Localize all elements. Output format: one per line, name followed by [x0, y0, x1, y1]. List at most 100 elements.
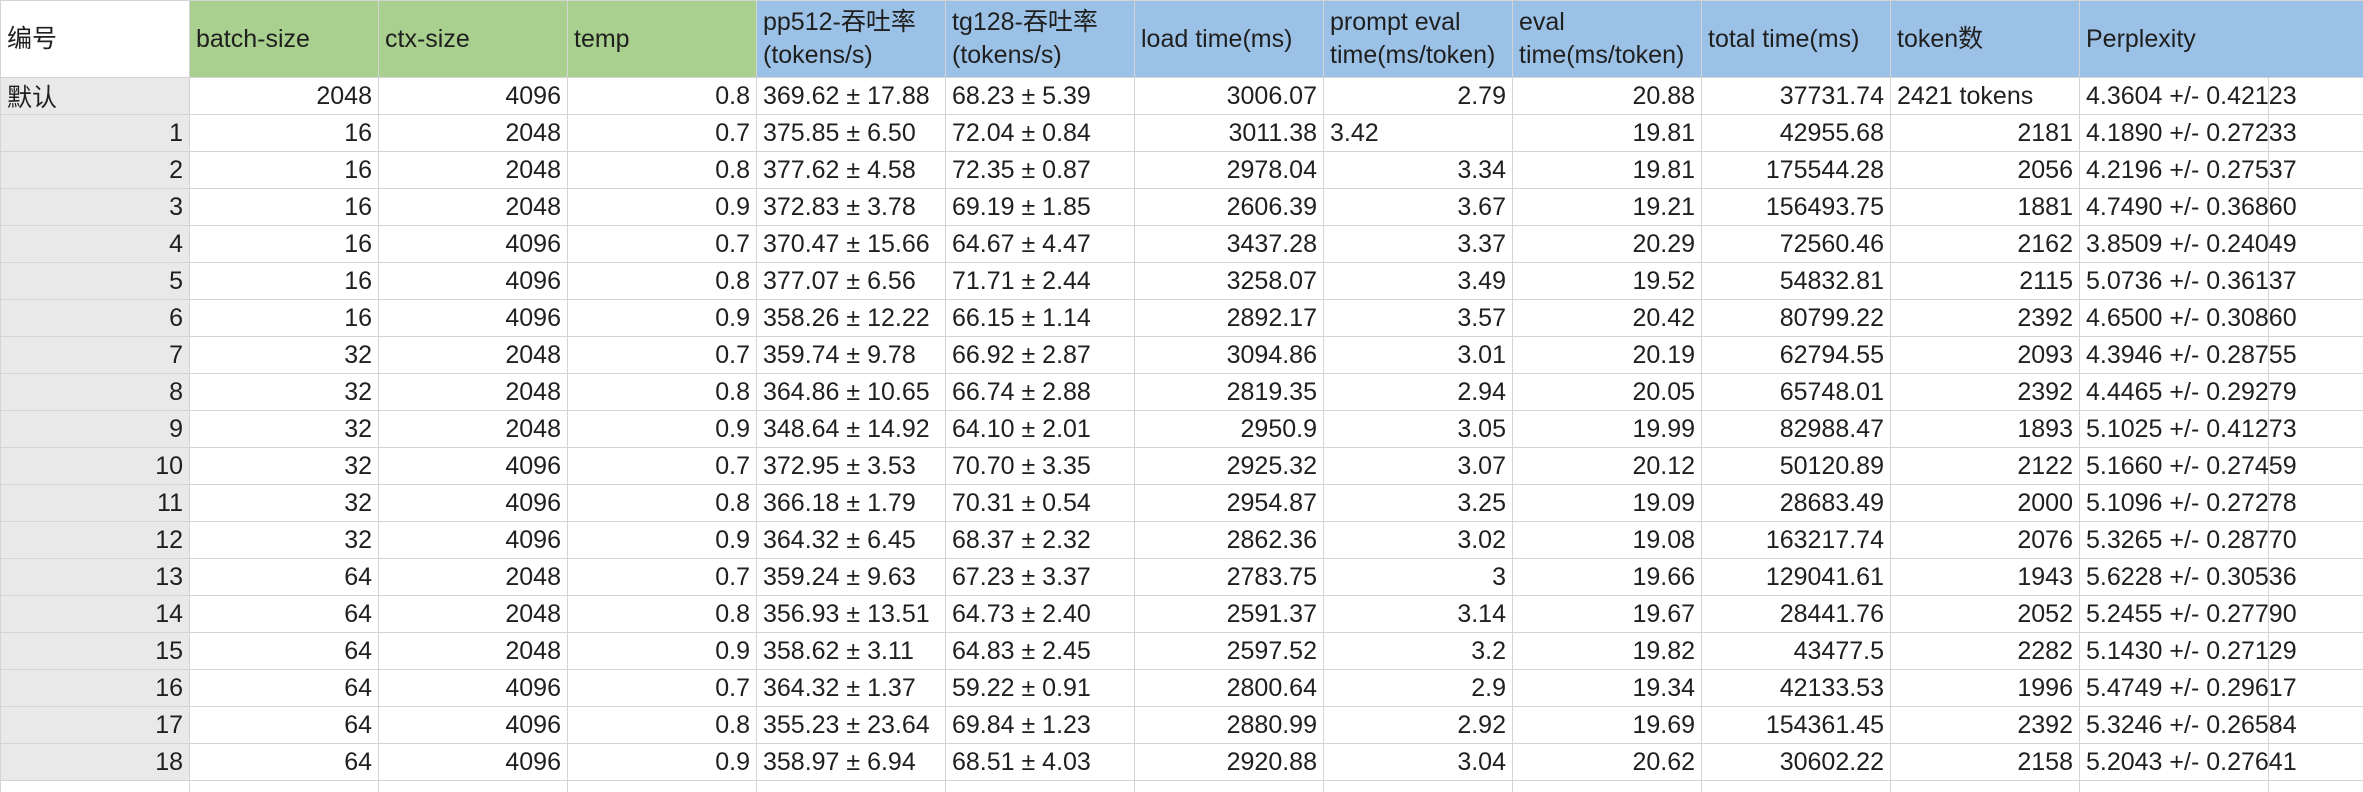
cell-tg128[interactable]: 66.92 ± 2.87 — [945, 336, 1135, 374]
cell-temp[interactable]: 0.8 — [567, 706, 757, 744]
cell-load-time[interactable]: 2800.64 — [1134, 669, 1324, 707]
cell-eval[interactable]: 19.09 — [1512, 484, 1702, 522]
cell-temp[interactable]: 0.8 — [567, 77, 757, 115]
cell-load-time[interactable]: 2591.37 — [1134, 595, 1324, 633]
cell-token-count[interactable]: 2282 — [1890, 632, 2080, 670]
cell-prompt-eval[interactable]: 2.92 — [1323, 706, 1513, 744]
cell-total-time[interactable]: 82988.47 — [1701, 410, 1891, 448]
cell-perplexity[interactable]: 4.1890 +/- 0.27233 — [2079, 114, 2363, 152]
cell-perplexity[interactable]: 5.2043 +/- 0.27641 — [2079, 743, 2363, 781]
cell-perplexity[interactable]: 4.7490 +/- 0.36860 — [2079, 188, 2363, 226]
cell-ctx-size[interactable]: 2048 — [378, 188, 568, 226]
cell-token-count[interactable]: 2392 — [1890, 706, 2080, 744]
cell-token-count[interactable]: 2392 — [1890, 373, 2080, 411]
cell-ctx-size[interactable]: 4096 — [378, 484, 568, 522]
cell-batch-size[interactable]: 64 — [189, 558, 379, 596]
cell-id[interactable]: 9 — [0, 410, 190, 448]
cell-pp512[interactable]: 370.47 ± 15.66 — [756, 225, 946, 263]
cell-pp512[interactable]: 359.24 ± 9.63 — [756, 558, 946, 596]
cell-load-time[interactable]: 2880.99 — [1134, 706, 1324, 744]
cell-ctx-size[interactable]: 4096 — [378, 225, 568, 263]
cell-load-time[interactable]: 2862.36 — [1134, 521, 1324, 559]
cell-prompt-eval[interactable]: 3.34 — [1323, 151, 1513, 189]
cell-prompt-eval[interactable]: 3.49 — [1323, 262, 1513, 300]
cell-eval[interactable]: 19.67 — [1512, 595, 1702, 633]
cell-tg128[interactable]: 72.04 ± 0.84 — [945, 114, 1135, 152]
cell-ctx-size[interactable]: 2048 — [378, 595, 568, 633]
cell-temp[interactable]: 0.7 — [567, 447, 757, 485]
cell-ctx-size[interactable]: 2048 — [378, 151, 568, 189]
cell-load-time[interactable]: 3094.86 — [1134, 336, 1324, 374]
cell-perplexity[interactable]: 5.1096 +/- 0.27278 — [2079, 484, 2363, 522]
cell-total-time[interactable]: 37731.74 — [1701, 77, 1891, 115]
cell-ctx-size[interactable]: 2048 — [378, 632, 568, 670]
cell-pp512[interactable]: 356.93 ± 13.51 — [756, 595, 946, 633]
cell-id[interactable]: 13 — [0, 558, 190, 596]
header-cell-eval[interactable]: eval time(ms/token) — [1512, 0, 1702, 78]
cell-total-time[interactable]: 72560.46 — [1701, 225, 1891, 263]
cell-token-count[interactable]: 1893 — [1890, 410, 2080, 448]
cell-perplexity[interactable]: 3.8509 +/- 0.24049 — [2079, 225, 2363, 263]
cell-perplexity[interactable]: 5.4749 +/- 0.29617 — [2079, 669, 2363, 707]
cell-load-time[interactable]: 2978.04 — [1134, 151, 1324, 189]
cell-eval[interactable]: 19.69 — [1512, 706, 1702, 744]
cell-id[interactable]: 16 — [0, 669, 190, 707]
cell-temp[interactable]: 0.9 — [567, 743, 757, 781]
cell-id[interactable]: 8 — [0, 373, 190, 411]
cell-eval[interactable]: 19.66 — [1512, 558, 1702, 596]
cell-perplexity[interactable]: 4.3946 +/- 0.28755 — [2079, 336, 2363, 374]
cell-token-count[interactable]: 2392 — [1890, 299, 2080, 337]
cell-token-count[interactable]: 2076 — [1890, 521, 2080, 559]
cell-pp512[interactable]: 372.95 ± 3.53 — [756, 447, 946, 485]
cell-eval[interactable]: 19.21 — [1512, 188, 1702, 226]
cell-batch-size[interactable]: 16 — [189, 225, 379, 263]
cell-perplexity[interactable]: 5.1025 +/- 0.41273 — [2079, 410, 2363, 448]
cell-token-count[interactable]: 2181 — [1890, 114, 2080, 152]
header-cell-perplexity[interactable]: Perplexity — [2079, 0, 2363, 78]
cell-batch-size[interactable]: 64 — [189, 669, 379, 707]
cell-id[interactable]: 1 — [0, 114, 190, 152]
cell-load-time[interactable]: 3006.07 — [1134, 77, 1324, 115]
header-cell-temp[interactable]: temp — [567, 0, 757, 78]
cell-ctx-size[interactable]: 2048 — [378, 114, 568, 152]
cell-id[interactable]: 6 — [0, 299, 190, 337]
cell-eval[interactable]: 19.08 — [1512, 521, 1702, 559]
cell-ctx-size[interactable]: 4096 — [378, 447, 568, 485]
cell-perplexity[interactable]: 5.0736 +/- 0.36137 — [2079, 262, 2363, 300]
cell-pp512[interactable]: 375.85 ± 6.50 — [756, 114, 946, 152]
cell-id[interactable]: 7 — [0, 336, 190, 374]
cell-tg128[interactable]: 64.67 ± 4.47 — [945, 225, 1135, 263]
cell-load-time[interactable]: 3258.07 — [1134, 262, 1324, 300]
cell-perplexity[interactable]: 5.2455 +/- 0.27790 — [2079, 595, 2363, 633]
cell-total-time[interactable]: 156493.75 — [1701, 188, 1891, 226]
cell-temp[interactable]: 0.7 — [567, 336, 757, 374]
cell-batch-size[interactable]: 16 — [189, 299, 379, 337]
cell-pp512[interactable]: 377.07 ± 6.56 — [756, 262, 946, 300]
cell-token-count[interactable]: 1996 — [1890, 669, 2080, 707]
cell-batch-size[interactable]: 64 — [189, 632, 379, 670]
cell-pp512[interactable]: 364.32 ± 1.37 — [756, 669, 946, 707]
cell-token-count[interactable]: 2000 — [1890, 484, 2080, 522]
cell-ctx-size[interactable]: 4096 — [378, 77, 568, 115]
cell-load-time[interactable]: 2606.39 — [1134, 188, 1324, 226]
cell-eval[interactable]: 19.52 — [1512, 262, 1702, 300]
cell-load-time[interactable]: 2920.88 — [1134, 743, 1324, 781]
cell-tg128[interactable]: 59.22 ± 0.91 — [945, 669, 1135, 707]
cell-temp[interactable]: 0.8 — [567, 484, 757, 522]
cell-temp[interactable]: 0.8 — [567, 373, 757, 411]
cell-tg128[interactable]: 68.23 ± 5.39 — [945, 77, 1135, 115]
cell-perplexity[interactable]: 4.4465 +/- 0.29279 — [2079, 373, 2363, 411]
cell-eval[interactable]: 19.34 — [1512, 669, 1702, 707]
cell-tg128[interactable]: 69.84 ± 1.23 — [945, 706, 1135, 744]
cell-total-time[interactable]: 154361.45 — [1701, 706, 1891, 744]
cell-eval[interactable]: 19.81 — [1512, 151, 1702, 189]
cell-batch-size[interactable]: 16 — [189, 188, 379, 226]
cell-batch-size[interactable]: 16 — [189, 114, 379, 152]
cell-prompt-eval[interactable]: 3.37 — [1323, 225, 1513, 263]
cell-perplexity[interactable]: 4.2196 +/- 0.27537 — [2079, 151, 2363, 189]
cell-temp[interactable]: 0.9 — [567, 632, 757, 670]
cell-total-time[interactable]: 28683.49 — [1701, 484, 1891, 522]
cell-perplexity[interactable]: 5.3265 +/- 0.28770 — [2079, 521, 2363, 559]
cell-id[interactable]: 4 — [0, 225, 190, 263]
cell-batch-size[interactable]: 16 — [189, 151, 379, 189]
